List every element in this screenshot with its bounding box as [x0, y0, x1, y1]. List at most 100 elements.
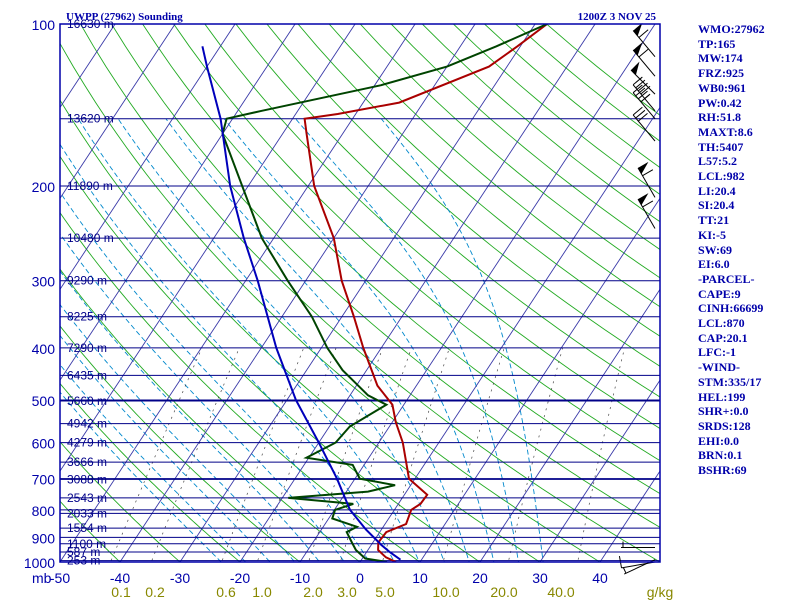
pressure-unit-label: mb — [32, 570, 52, 586]
mixing-ratio-label: 40.0 — [547, 584, 574, 600]
isotherm — [299, 24, 656, 562]
temperature-tick-label: -10 — [290, 570, 310, 586]
moist-adiabat — [77, 118, 420, 562]
isotherm — [0, 12, 3, 573]
index-line: HEL:199 — [698, 389, 746, 404]
barb-full — [635, 87, 646, 97]
isotherm — [60, 24, 236, 291]
index-line: SRDS:128 — [698, 418, 751, 433]
pressure-tick-label: 200 — [32, 179, 56, 195]
barb-staff — [632, 114, 656, 142]
isotherm — [479, 288, 660, 562]
height-level-label: 9290 m — [67, 274, 107, 288]
mixing-ratio-label: 0.1 — [111, 584, 131, 600]
height-level-label: 2543 m — [67, 491, 107, 505]
height-level-label: 11890 m — [67, 179, 113, 193]
pressure-tick-label: 700 — [32, 472, 56, 488]
index-line: WB0:961 — [698, 80, 746, 95]
isotherm — [60, 24, 116, 109]
dry-adiabat — [60, 42, 601, 562]
height-level-label: 8225 m — [67, 310, 107, 324]
pressure-tick-label: 400 — [32, 341, 56, 357]
barb-full — [638, 48, 649, 58]
index-line: CAPE:9 — [698, 286, 741, 301]
barb-staff — [637, 198, 656, 229]
barb-staff — [632, 30, 656, 57]
wind-barb — [637, 161, 656, 198]
dry-adiabat — [204, 24, 660, 430]
thermo-grid — [0, 12, 660, 573]
index-line: BRN:0.1 — [698, 448, 743, 463]
height-level-label: 3088 m — [67, 472, 107, 486]
dry-adiabat — [60, 99, 541, 562]
index-line: SI:20.4 — [698, 198, 735, 213]
barb-full — [635, 79, 646, 89]
mixing-ratio-line — [221, 347, 305, 562]
parcel-trace — [201, 46, 402, 561]
mixing-ratio-label: 5.0 — [375, 584, 395, 600]
temperature-tick-label: -30 — [170, 570, 190, 586]
dry-adiabat — [359, 24, 660, 279]
dry-adiabat — [297, 24, 660, 337]
wind-barb — [637, 193, 656, 229]
pressure-tick-label: 500 — [32, 393, 56, 409]
barb-flag — [638, 193, 649, 206]
dry-adiabat — [60, 382, 241, 562]
mixing-ratio-label: 3.0 — [337, 584, 357, 600]
isotherm — [539, 379, 660, 562]
wind-barbs — [618, 22, 656, 575]
moist-adiabat — [165, 118, 470, 562]
sounding-traces — [201, 24, 548, 562]
barb-flag — [630, 61, 640, 76]
mixing-ratio-label: 1.0 — [252, 584, 272, 600]
dry-adiabat — [390, 24, 660, 251]
header-left-title: UWPP (27962) Sounding — [66, 11, 183, 23]
height-level-label: 253 m — [67, 554, 100, 568]
index-line: LCL:870 — [698, 316, 745, 331]
index-line: LCL:982 — [698, 169, 745, 184]
isotherm — [119, 24, 476, 562]
height-level-label: 10480 m — [67, 231, 114, 245]
index-line: SW:69 — [698, 242, 733, 257]
wind-barb — [632, 106, 656, 142]
mixing-ratio-label: 10.0 — [432, 584, 459, 600]
index-line: TP:165 — [698, 36, 736, 51]
barb-staff — [632, 92, 656, 120]
dry-adiabat — [60, 500, 121, 562]
isotherm — [179, 24, 536, 562]
index-line: L57:5.2 — [698, 154, 737, 169]
barb-full — [632, 106, 643, 116]
mixing-ratio-line — [308, 347, 384, 562]
barb-full — [642, 169, 654, 177]
dry-adiabat — [60, 155, 481, 562]
pressure-tick-label: 300 — [32, 274, 56, 290]
barb-half — [623, 567, 627, 574]
index-line: -PARCEL- — [698, 271, 755, 286]
isotherm — [60, 24, 176, 200]
barb-flag — [633, 22, 643, 36]
barb-full — [637, 112, 648, 122]
dry-adiabat — [235, 24, 660, 398]
height-level-label: 6435 m — [67, 368, 107, 382]
index-line: RH:51.8 — [698, 110, 741, 125]
mixing-ratio-label: 0.6 — [216, 584, 236, 600]
isotherm — [239, 24, 596, 562]
index-line: EHI:0.0 — [698, 433, 740, 448]
isotherm — [0, 12, 63, 573]
barb-flag — [633, 42, 643, 56]
dry-adiabat — [111, 24, 660, 528]
index-line: WMO:27962 — [698, 22, 765, 36]
dry-adiabat — [328, 24, 660, 308]
plot-frame — [59, 23, 661, 563]
height-level-label: 587 m — [67, 545, 100, 559]
height-level-label: 5660 m — [67, 394, 107, 408]
isotherm — [419, 197, 660, 562]
temperature-tick-label: 20 — [472, 570, 488, 586]
dewpoint-trace — [221, 24, 548, 562]
pressure-tick-label: 100 — [32, 17, 56, 33]
header-right-title: 1200Z 3 NOV 25 — [578, 11, 657, 23]
index-line: TT:21 — [698, 213, 730, 228]
barb-full — [635, 109, 646, 119]
height-level-label: 1100 m — [67, 537, 106, 551]
index-line: CAP:20.1 — [698, 330, 748, 345]
